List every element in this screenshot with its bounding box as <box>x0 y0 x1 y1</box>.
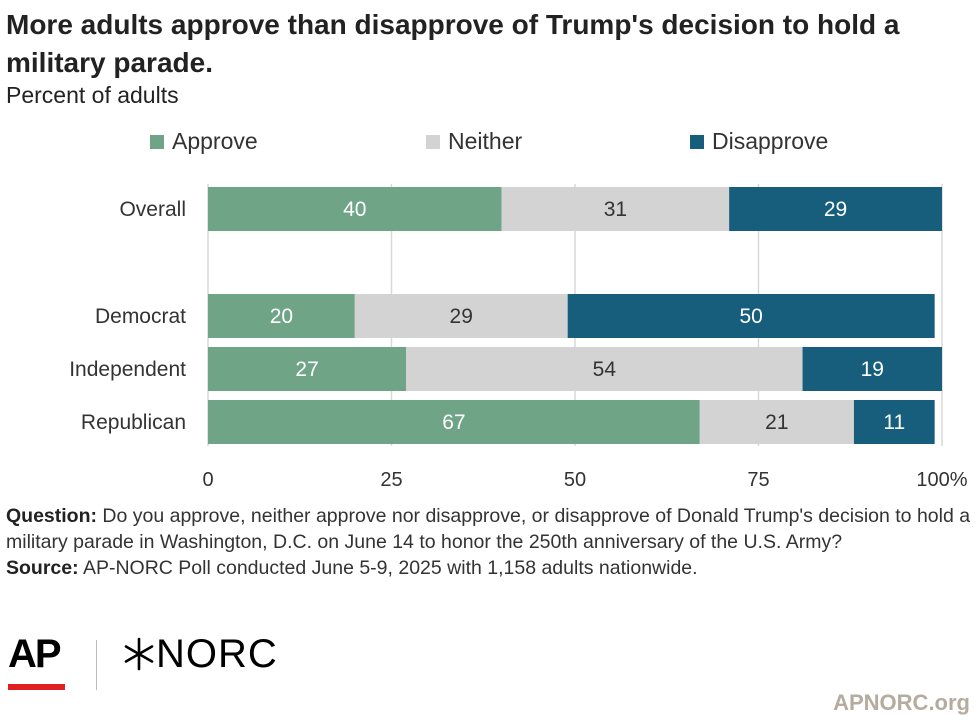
x-tick-label: 0 <box>202 469 213 491</box>
data-label: 67 <box>442 411 465 434</box>
legend-item-neither: Neither <box>426 128 522 155</box>
x-tick-label: 100% <box>916 469 967 491</box>
chart-plot: 0 25 50 75 100% Overall Democrat Independent Rep… <box>69 184 968 491</box>
category-label: Independent <box>69 358 186 381</box>
legend: Approve Neither Disapprove <box>0 128 980 160</box>
legend-item-disapprove: Disapprove <box>690 128 828 155</box>
data-label: 40 <box>343 198 366 221</box>
x-tick-label: 25 <box>380 469 402 491</box>
bar-segment-neither <box>354 294 568 338</box>
bar-segment-approve <box>208 400 700 444</box>
data-label: 27 <box>295 358 318 381</box>
data-label: 29 <box>450 305 473 328</box>
category-label: Republican <box>81 411 186 434</box>
ap-logo-bar <box>8 684 65 690</box>
bar-segment-disapprove <box>729 187 942 231</box>
x-tick-label: 75 <box>747 469 769 491</box>
data-label: 11 <box>883 411 905 434</box>
legend-swatch-approve <box>150 134 164 149</box>
question-text: Do you approve, neither approve nor disa… <box>6 505 971 553</box>
bar-segment-neither <box>699 400 854 444</box>
data-label: 29 <box>824 198 847 221</box>
category-label: Overall <box>119 198 186 221</box>
category-label: Democrat <box>95 305 186 328</box>
chart-notes: Question: Do you approve, neither approv… <box>6 503 971 581</box>
bar-segment-neither <box>501 187 730 231</box>
legend-swatch-neither <box>426 134 440 149</box>
bar-segment-disapprove <box>802 347 942 391</box>
chart-subtitle: Percent of adults <box>6 82 179 108</box>
data-label: 50 <box>739 305 762 328</box>
source-label: Source: <box>6 557 79 579</box>
data-label: 21 <box>765 411 788 434</box>
data-label: 54 <box>593 358 617 381</box>
ap-logo: AP <box>8 632 68 690</box>
data-label: 20 <box>270 305 293 328</box>
footer-url: APNORC.org <box>833 690 970 715</box>
source-text: AP-NORC Poll conducted June 5-9, 2025 wi… <box>78 557 698 579</box>
legend-label-disapprove: Disapprove <box>712 128 829 154</box>
bar-segment-approve <box>208 294 355 338</box>
bar-segment-disapprove <box>567 294 935 338</box>
norc-star-icon <box>124 637 154 671</box>
norc-logo: NORC <box>122 632 278 676</box>
logo-divider <box>96 640 97 690</box>
norc-logo-text: NORC <box>156 632 278 676</box>
question-note: Question: Do you approve, neither approv… <box>6 503 971 555</box>
legend-label-neither: Neither <box>448 128 523 154</box>
source-note: Source: AP-NORC Poll conducted June 5-9,… <box>6 555 971 581</box>
chart-title: More adults approve than disapprove of T… <box>6 9 900 78</box>
legend-label-approve: Approve <box>172 128 258 154</box>
x-tick-label: 50 <box>564 469 586 491</box>
bar-segment-neither <box>406 347 803 391</box>
data-label: 31 <box>604 198 627 221</box>
bar-segment-approve <box>208 187 502 231</box>
legend-item-approve: Approve <box>150 128 258 155</box>
legend-swatch-disapprove <box>690 134 704 149</box>
bar-segment-approve <box>208 347 407 391</box>
question-label: Question: <box>6 505 97 527</box>
data-label: 19 <box>861 358 884 381</box>
ap-logo-text: AP <box>8 632 62 676</box>
bar-segment-disapprove <box>853 400 935 444</box>
